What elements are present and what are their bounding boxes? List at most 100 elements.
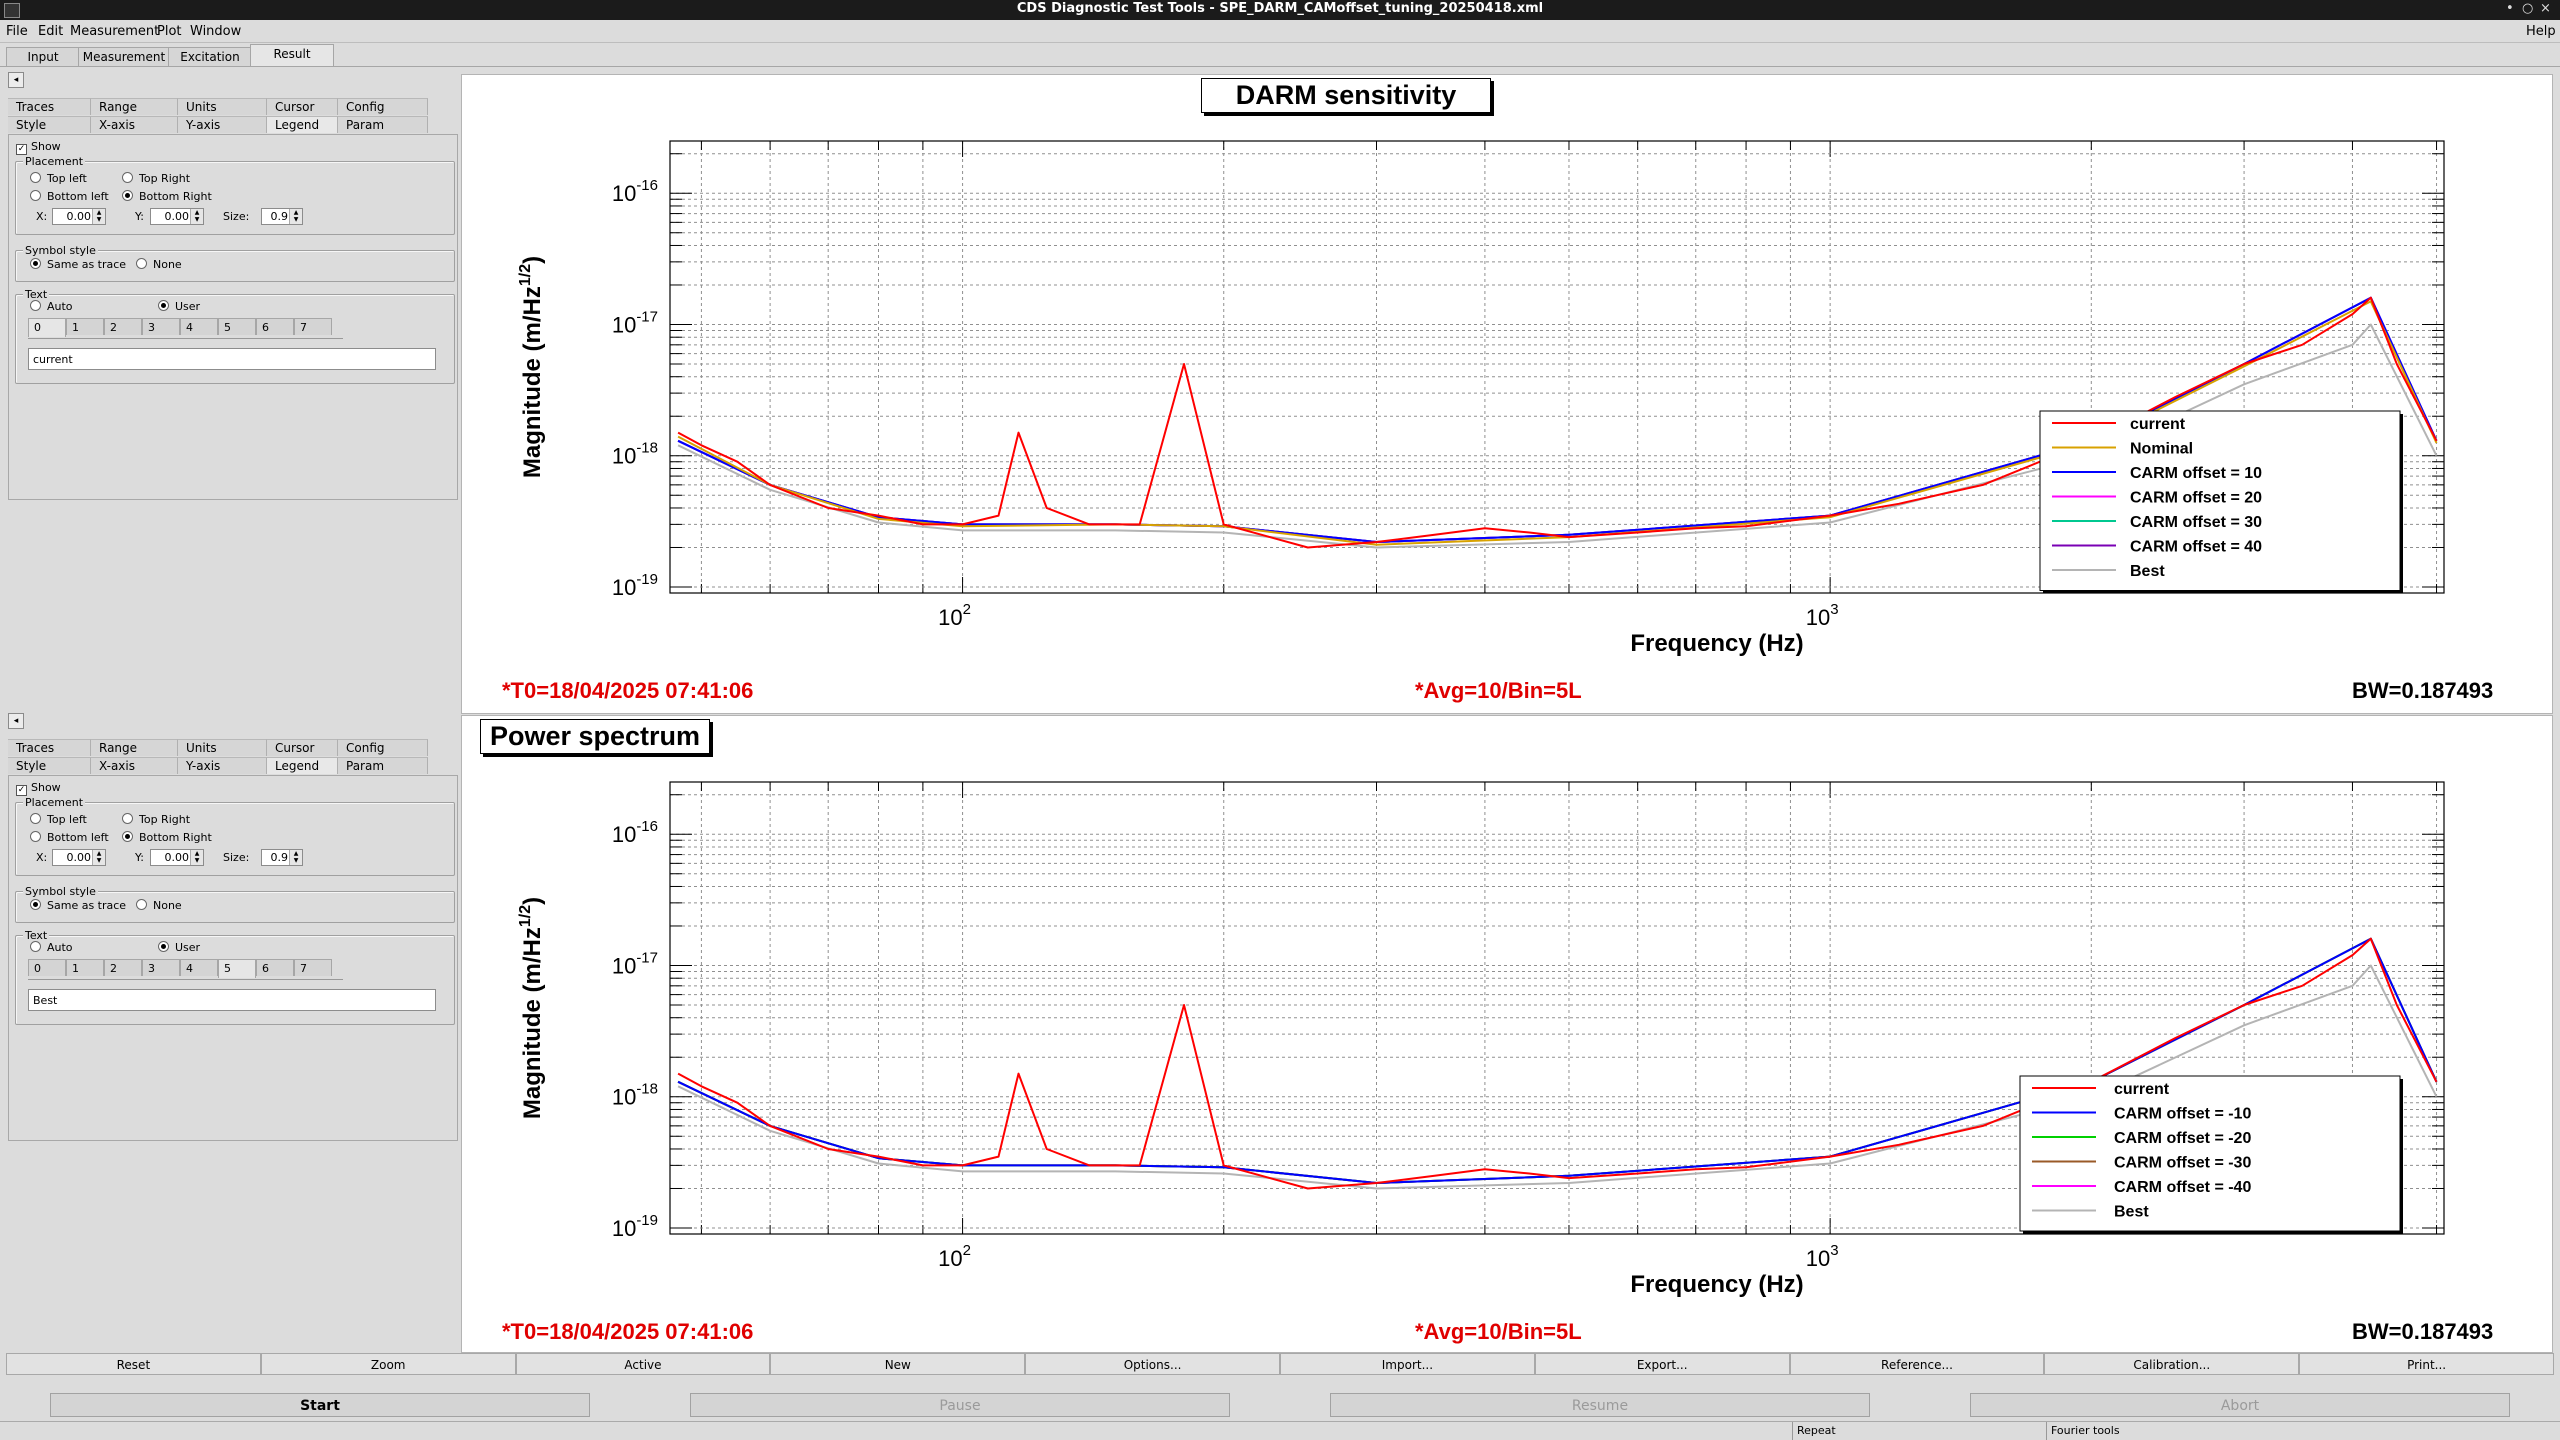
option-tab-x-axis[interactable]: X-axis xyxy=(91,116,178,133)
y-position-spinner[interactable]: 0.00 ▲ ▼ xyxy=(150,208,204,225)
placement-top-right-radio[interactable]: Top Right xyxy=(122,813,190,826)
print-button[interactable]: Print... xyxy=(2299,1353,2554,1375)
option-tab-style[interactable]: Style xyxy=(8,757,91,774)
option-tab-style[interactable]: Style xyxy=(8,116,91,133)
spinner-arrows-icon[interactable]: ▲ ▼ xyxy=(289,850,302,865)
trace-tab-5[interactable]: 5 xyxy=(218,959,256,978)
menu-plot[interactable]: Plot xyxy=(157,24,182,39)
trace-tab-7[interactable]: 7 xyxy=(294,959,332,976)
tab-result[interactable]: Result xyxy=(250,44,334,67)
placement-bottom-right-radio[interactable]: Bottom Right xyxy=(122,190,212,203)
menu-file[interactable]: File xyxy=(6,24,28,39)
collapse-panel-button[interactable]: ◂ xyxy=(8,713,24,729)
spinner-arrows-icon[interactable]: ▲ ▼ xyxy=(92,850,105,865)
import-button[interactable]: Import... xyxy=(1280,1353,1535,1375)
trace-tab-1[interactable]: 1 xyxy=(66,959,104,976)
x-position-spinner[interactable]: 0.00 ▲ ▼ xyxy=(52,849,106,866)
symbol-same-as-trace-radio[interactable]: Same as trace xyxy=(30,258,126,271)
trace-tab-0[interactable]: 0 xyxy=(28,959,66,976)
trace-tab-5[interactable]: 5 xyxy=(218,318,256,335)
placement-top-left-radio[interactable]: Top left xyxy=(30,172,87,185)
option-tab-legend[interactable]: Legend xyxy=(267,116,338,133)
y-value: 0.00 xyxy=(164,851,190,864)
spinner-arrows-icon[interactable]: ▲ ▼ xyxy=(92,209,105,224)
option-tab-traces[interactable]: Traces xyxy=(8,98,91,115)
placement-top-left-radio[interactable]: Top left xyxy=(30,813,87,826)
new-button[interactable]: New xyxy=(770,1353,1026,1375)
tab-excitation[interactable]: Excitation xyxy=(168,47,252,67)
option-tab-y-axis[interactable]: Y-axis xyxy=(178,757,267,774)
trace-tab-6[interactable]: 6 xyxy=(256,318,294,335)
legend-text-input[interactable]: Best xyxy=(28,989,436,1011)
options-button[interactable]: Options... xyxy=(1025,1353,1280,1375)
option-tab-traces[interactable]: Traces xyxy=(8,739,91,756)
plot-panel-power[interactable]: Power spectrum 10-19 10-18 10-17 10-16 102 10… xyxy=(461,715,2553,1353)
maximize-button[interactable]: ○ xyxy=(2522,1,2534,16)
text-auto-radio[interactable]: Auto xyxy=(30,941,73,954)
option-tab-legend[interactable]: Legend xyxy=(267,757,338,774)
export-button[interactable]: Export... xyxy=(1534,1353,1790,1375)
menu-edit[interactable]: Edit xyxy=(38,24,64,39)
collapse-panel-button[interactable]: ◂ xyxy=(8,72,24,88)
symbol-none-radio[interactable]: None xyxy=(136,258,182,271)
menu-window[interactable]: Window xyxy=(190,24,242,39)
trace-tab-0[interactable]: 0 xyxy=(28,318,66,337)
trace-tab-7[interactable]: 7 xyxy=(294,318,332,335)
option-tab-config[interactable]: Config xyxy=(338,739,428,756)
show-legend-checkbox[interactable]: ✓ Show xyxy=(16,140,61,155)
spinner-arrows-icon[interactable]: ▲ ▼ xyxy=(190,209,203,224)
start-button[interactable]: Start xyxy=(50,1393,590,1417)
option-tab-range[interactable]: Range xyxy=(91,739,178,756)
tab-measurement[interactable]: Measurement xyxy=(78,47,170,67)
y-label: Y: xyxy=(135,851,144,864)
size-spinner[interactable]: 0.9 ▲ ▼ xyxy=(261,208,303,225)
minimize-button[interactable]: • xyxy=(2506,1,2514,16)
reference-button[interactable]: Reference... xyxy=(1789,1353,2045,1375)
active-button[interactable]: Active xyxy=(515,1353,771,1375)
option-tab-param[interactable]: Param xyxy=(338,757,428,774)
trace-tab-1[interactable]: 1 xyxy=(66,318,104,335)
option-tab-units[interactable]: Units xyxy=(178,98,267,115)
spinner-arrows-icon[interactable]: ▲ ▼ xyxy=(289,209,302,224)
close-button[interactable]: × xyxy=(2540,1,2551,16)
option-tab-y-axis[interactable]: Y-axis xyxy=(178,116,267,133)
option-tab-cursor[interactable]: Cursor xyxy=(267,739,338,756)
placement-bottom-left-radio[interactable]: Bottom left xyxy=(30,831,109,844)
menu-measurement[interactable]: Measurement xyxy=(70,24,160,39)
legend-text-input[interactable]: current xyxy=(28,348,436,370)
option-tab-range[interactable]: Range xyxy=(91,98,178,115)
placement-bottom-left-radio[interactable]: Bottom left xyxy=(30,190,109,203)
plot-panel-darm[interactable]: DARM sensitivity 10-19 10-18 10-17 10-16 102… xyxy=(461,74,2553,714)
tab-input[interactable]: Input xyxy=(6,47,80,67)
x-position-spinner[interactable]: 0.00 ▲ ▼ xyxy=(52,208,106,225)
placement-bottom-right-radio[interactable]: Bottom Right xyxy=(122,831,212,844)
trace-tab-2[interactable]: 2 xyxy=(104,959,142,976)
symbol-none-radio[interactable]: None xyxy=(136,899,182,912)
option-tab-units[interactable]: Units xyxy=(178,739,267,756)
trace-tab-4[interactable]: 4 xyxy=(180,959,218,976)
y-position-spinner[interactable]: 0.00 ▲ ▼ xyxy=(150,849,204,866)
menu-help[interactable]: Help xyxy=(2526,24,2556,39)
trace-tab-2[interactable]: 2 xyxy=(104,318,142,335)
zoom-button[interactable]: Zoom xyxy=(260,1353,516,1375)
placement-top-right-radio[interactable]: Top Right xyxy=(122,172,190,185)
trace-tab-4[interactable]: 4 xyxy=(180,318,218,335)
size-spinner[interactable]: 0.9 ▲ ▼ xyxy=(261,849,303,866)
trace-tab-6[interactable]: 6 xyxy=(256,959,294,976)
show-legend-checkbox[interactable]: ✓ Show xyxy=(16,781,61,796)
option-tab-param[interactable]: Param xyxy=(338,116,428,133)
option-tab-config[interactable]: Config xyxy=(338,98,428,115)
text-auto-radio[interactable]: Auto xyxy=(30,300,73,313)
option-tab-x-axis[interactable]: X-axis xyxy=(91,757,178,774)
reset-button[interactable]: Reset xyxy=(6,1353,261,1375)
calibration-button[interactable]: Calibration... xyxy=(2044,1353,2300,1375)
trace-tab-3[interactable]: 3 xyxy=(142,318,180,335)
spinner-arrows-icon[interactable]: ▲ ▼ xyxy=(190,850,203,865)
trace-tab-3[interactable]: 3 xyxy=(142,959,180,976)
symbol-same-as-trace-radio[interactable]: Same as trace xyxy=(30,899,126,912)
option-tab-cursor[interactable]: Cursor xyxy=(267,98,338,115)
text-user-radio[interactable]: User xyxy=(158,300,200,313)
text-user-radio[interactable]: User xyxy=(158,941,200,954)
